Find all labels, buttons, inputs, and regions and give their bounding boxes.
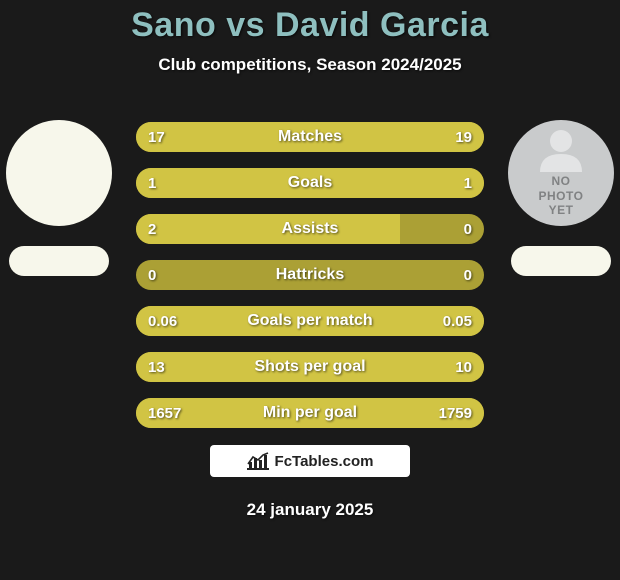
stat-fill-right [310,168,484,198]
title-right: David Garcia [275,6,489,44]
stat-fill-left [136,306,326,336]
stat-fill-left [136,122,300,152]
no-photo-l1: NO [552,174,571,188]
stat-fill-left [136,168,310,198]
stat-row: 20Assists [136,214,484,244]
player-left-photo [6,120,112,226]
credit-chart-icon [247,452,269,470]
no-photo-icon [536,128,586,172]
stat-row: 1719Matches [136,122,484,152]
credit-text: FcTables.com [275,453,374,470]
stat-fill-right [333,352,484,382]
no-photo-l3: YET [549,203,574,217]
player-right-area: NO PHOTO YET [506,120,616,276]
player-left-area [4,120,114,276]
stat-fill-right [305,398,484,428]
stat-value-right: 0 [464,214,472,244]
content-root: Sano vs David Garcia Club competitions, … [0,0,620,580]
page-title: Sano vs David Garcia [0,0,620,45]
page-subtitle: Club competitions, Season 2024/2025 [0,55,620,75]
stat-value-left: 0 [148,260,156,290]
stat-row: 1310Shots per goal [136,352,484,382]
stat-row: 0 0Hattricks [136,260,484,290]
no-photo-l2: PHOTO [539,189,584,203]
player-left-club-pill [9,246,109,276]
stat-fill-right [326,306,484,336]
stat-fill-left [136,214,400,244]
player-right-club-pill [511,246,611,276]
stat-value-right: 0 [464,260,472,290]
stat-fill-left [136,398,305,428]
player-right-photo: NO PHOTO YET [508,120,614,226]
stat-fill-right [300,122,484,152]
stat-row: 11Goals [136,168,484,198]
title-left: Sano [131,6,216,44]
credit-badge: FcTables.com [210,445,410,477]
stat-row: 0.060.05Goals per match [136,306,484,336]
date-text: 24 january 2025 [0,500,620,520]
stats-container: 1719Matches11Goals20Assists00Hattricks0.… [136,122,484,428]
stat-label: Hattricks [136,260,484,290]
title-sep: vs [226,6,265,44]
stat-row: 16571759Min per goal [136,398,484,428]
stat-fill-left [136,352,333,382]
